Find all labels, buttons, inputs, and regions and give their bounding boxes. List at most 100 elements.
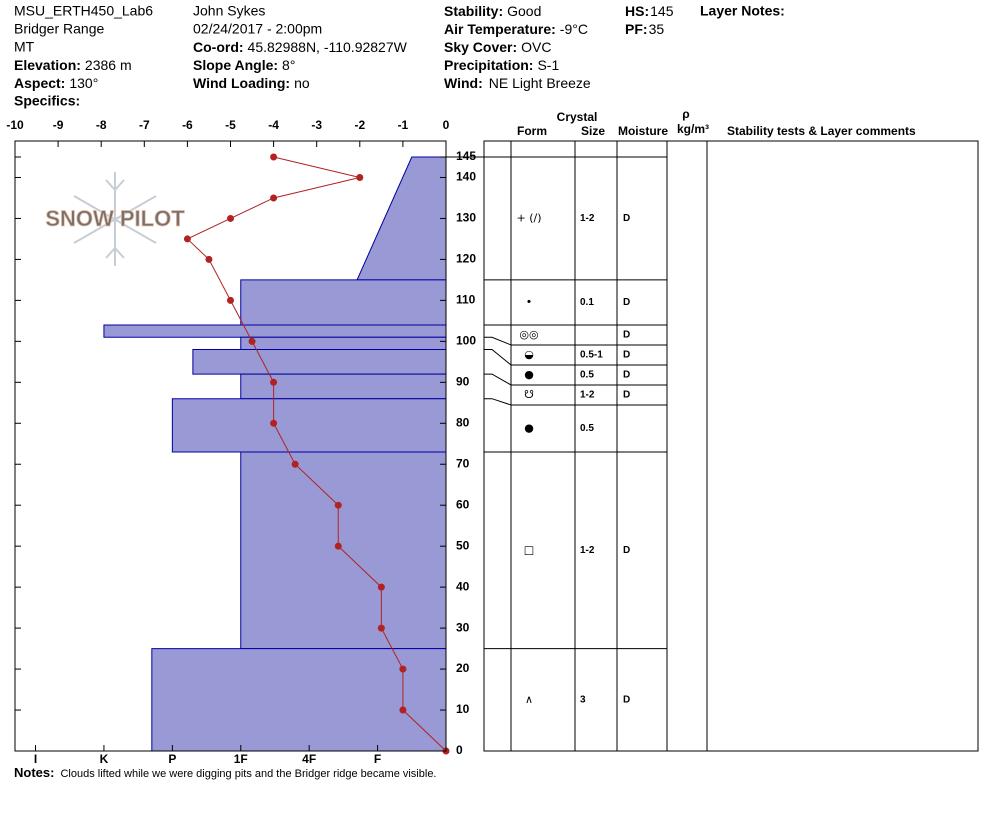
table-headers: Crystal Form Size Moisture ρ kg/m³ Stabi… — [517, 107, 916, 138]
temperature-point — [356, 173, 364, 181]
moisture: D — [623, 330, 630, 341]
size: 0.5 — [580, 423, 594, 434]
hardness-tick-label: 1F — [234, 752, 248, 766]
temp-tick-label: -9 — [53, 118, 64, 132]
label: HS: — [625, 3, 649, 19]
size: 3 — [580, 694, 586, 705]
moisture: D — [623, 370, 630, 381]
hardness-tick-label: I — [34, 752, 37, 766]
value: 8° — [282, 57, 295, 73]
temp-tick-label: -3 — [311, 118, 322, 132]
layer-connector — [484, 398, 512, 406]
sky-cover: Sky Cover: OVC — [444, 39, 552, 55]
temperature-point — [377, 624, 385, 632]
height-tick-label: 60 — [456, 497, 470, 511]
label: Slope Angle: — [193, 57, 278, 73]
temperature-point — [183, 235, 191, 243]
form: ◎◎ — [519, 328, 538, 341]
moisture-header: Moisture — [618, 124, 668, 138]
temperature-point — [334, 542, 342, 550]
height-tick-label: 110 — [456, 293, 476, 307]
value: 2386 m — [85, 57, 132, 73]
temperature-point — [270, 153, 278, 161]
value: 130° — [69, 75, 98, 91]
range: Bridger Range — [14, 21, 104, 37]
temperature-point — [227, 296, 234, 304]
value: NE Light Breeze — [489, 75, 591, 91]
label: Elevation: — [14, 57, 81, 73]
notes-text: Clouds lifted while we were digging pits… — [60, 768, 436, 780]
layer-notes: Layer Notes: — [700, 3, 785, 19]
temperature-point — [270, 378, 278, 386]
size: 1-2 — [580, 213, 595, 224]
temp-tick-label: -7 — [139, 118, 150, 132]
form: ◒ — [524, 348, 534, 361]
label: Co-ord: — [193, 39, 244, 55]
height-tick-label: 40 — [456, 579, 470, 593]
temp-tick-label: 0 — [443, 118, 450, 132]
plot-frame — [14, 140, 447, 752]
table-frame — [483, 140, 979, 752]
height-tick-label: 145 — [456, 149, 476, 163]
layer-table: + (/) 1-2 D • 0.1 D ◎◎ D ◒ 0.5-1 D ● 0.5 D ☋ 1-2 D ● 0.5 □ 1… — [446, 156, 667, 706]
table-columns — [510, 141, 708, 751]
label: Air Temperature: — [444, 21, 556, 37]
rho-header: ρ — [682, 107, 689, 121]
temperature-line — [186, 156, 447, 752]
temp-tick-label: -4 — [268, 118, 279, 132]
value: -9°C — [560, 21, 588, 37]
height-tick-label: 0 — [456, 743, 463, 757]
hardness-layer — [192, 349, 447, 375]
state: MT — [14, 39, 35, 55]
value: no — [294, 75, 310, 91]
air-temp: Air Temperature: -9°C — [444, 21, 588, 37]
moisture: D — [623, 694, 630, 705]
height-tick-label: 70 — [456, 456, 470, 470]
height-tick-label: 90 — [456, 374, 470, 388]
coord: Co-ord: 45.82988N, -110.92827W — [193, 39, 408, 55]
moisture: D — [623, 545, 630, 556]
value: Good — [507, 3, 541, 19]
temp-tick-label: -5 — [225, 118, 236, 132]
hardness-layer — [240, 336, 447, 351]
label: Aspect: — [14, 75, 65, 91]
label: Wind Loading: — [193, 75, 290, 91]
form: • — [526, 295, 533, 308]
form: ● — [524, 368, 534, 381]
moisture: D — [623, 350, 630, 361]
temperature-point — [399, 706, 407, 714]
temperature-point — [227, 214, 234, 222]
height-tick-label: 130 — [456, 211, 476, 225]
temperature-point — [205, 255, 213, 263]
hardness-layer — [151, 648, 447, 752]
label: Stability: — [444, 3, 503, 19]
logo-text: SNOW PILOT — [45, 206, 185, 231]
height-tick-label: 10 — [456, 702, 470, 716]
temperature-point — [270, 194, 278, 202]
hardness-tick-label: P — [168, 752, 176, 766]
hardness-tick-label: F — [374, 752, 381, 766]
datetime: 02/24/2017 - 2:00pm — [193, 21, 322, 37]
temp-tick-label: -10 — [6, 118, 24, 132]
hardness-layer — [240, 451, 447, 650]
observer: John Sykes — [193, 3, 265, 19]
header: MSU_ERTH450_Lab6 Bridger Range MT Elevat… — [14, 3, 785, 109]
form-header: Form — [517, 124, 547, 138]
hardness-layer — [171, 398, 447, 453]
height-tick-label: 140 — [456, 170, 476, 184]
hardness-layer — [103, 324, 447, 338]
specifics: Specifics: — [14, 93, 80, 109]
form: + (/) — [516, 211, 541, 224]
size: 0.5 — [580, 370, 594, 381]
height-tick-label: 50 — [456, 538, 470, 552]
stability: Stability: Good — [444, 3, 541, 19]
temp-tick-label: -1 — [398, 118, 409, 132]
form: ● — [524, 421, 534, 434]
wind-loading: Wind Loading: no — [193, 75, 310, 91]
site: MSU_ERTH450_Lab6 — [14, 3, 153, 19]
wind: Wind: NE Light Breeze — [444, 75, 591, 91]
size-header: Size — [581, 124, 605, 138]
size: 0.5-1 — [580, 350, 603, 361]
comments-header: Stability tests & Layer comments — [727, 124, 916, 138]
